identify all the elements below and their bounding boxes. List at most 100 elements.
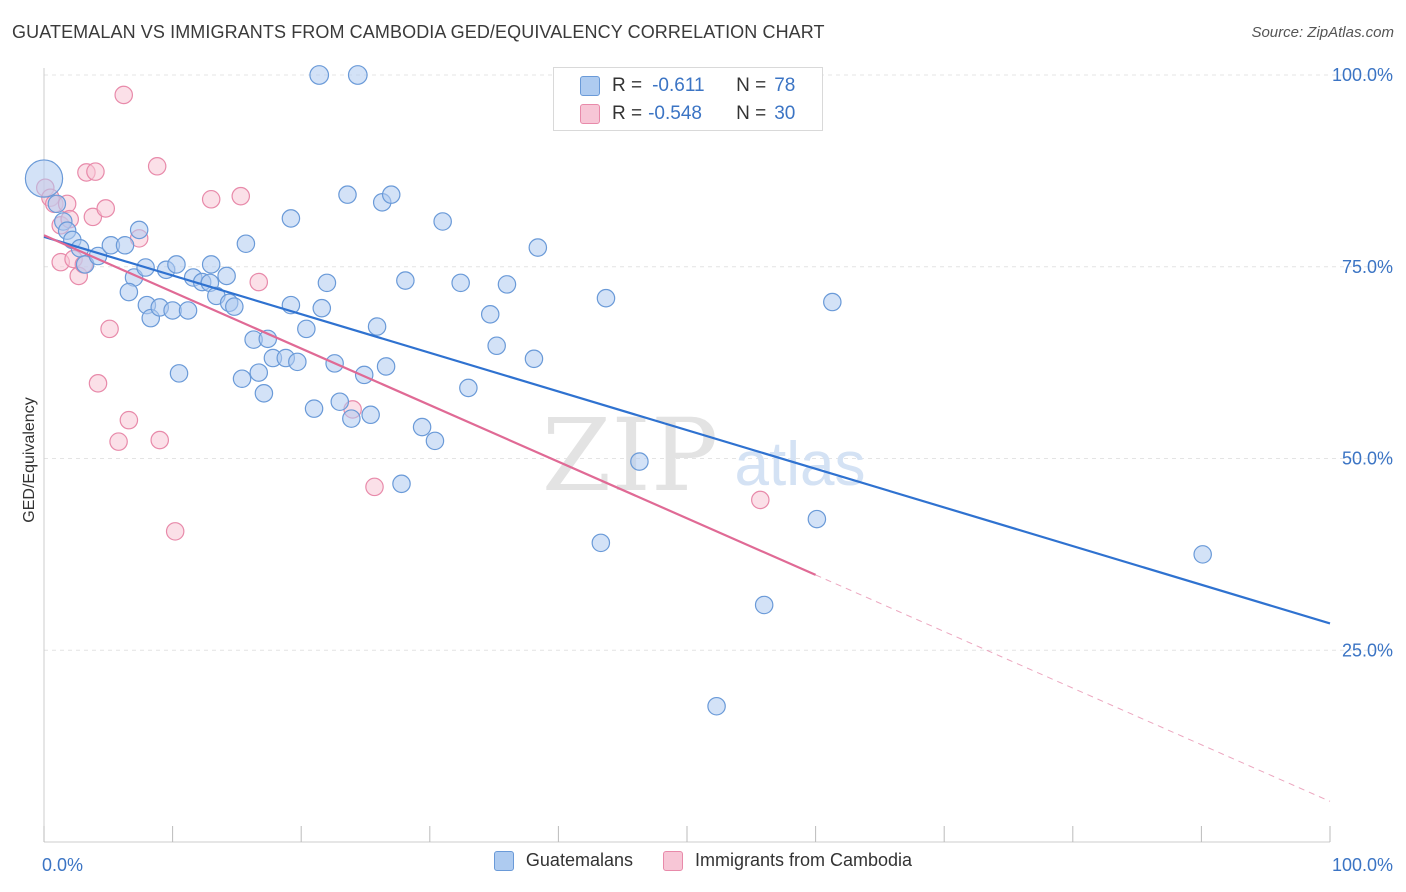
grid-lines: [44, 74, 1392, 651]
guatemalan-point: [823, 292, 842, 312]
guatemalan-point: [309, 65, 330, 85]
guatemalans-swatch: [493, 850, 514, 871]
guatemalan-point: [317, 273, 337, 293]
guatemalans-label: Guatemalans: [525, 850, 633, 870]
y-axis-label: GED/Equivalency: [21, 397, 38, 523]
guatemalan-point: [412, 417, 432, 437]
guatemalan-point: [236, 234, 256, 254]
cambodia-point: [165, 522, 185, 541]
guatemalan-point: [249, 363, 269, 382]
cambodia-point: [119, 410, 139, 430]
guatemalan-point: [480, 305, 500, 324]
cambodia-point: [114, 85, 134, 105]
tick-labels: 25.0% 50.0% 75.0% 100.0% 0.0% 100.0%: [42, 65, 1393, 875]
legend-item-cambodia[interactable]: Immigrants from Cambodia: [662, 850, 913, 871]
guatemalan-point: [178, 301, 198, 320]
guatemalan-point: [297, 319, 316, 339]
guatemalan-points: [24, 65, 1212, 716]
legend-n-label: N =: [736, 75, 767, 96]
source-label: Source: ZipAtlas.com: [1251, 24, 1394, 41]
guatemalan-point: [312, 298, 332, 318]
legend-r-label: R =: [612, 75, 643, 96]
guatemalan-point: [115, 235, 135, 255]
cambodia-point: [150, 430, 170, 450]
guatemalan-point: [167, 255, 186, 274]
guatemalan-point: [433, 212, 452, 231]
cambodia-point: [201, 189, 221, 209]
guatemalan-point: [376, 357, 396, 376]
x-tick-label: 100.0%: [1332, 855, 1393, 875]
legend-swatch-blue: [580, 76, 600, 96]
guatemalan-point: [528, 238, 548, 257]
guatemalan-point: [524, 349, 544, 369]
guatemalan-point: [304, 399, 324, 418]
guatemalan-point: [75, 255, 95, 274]
guatemalan-point: [392, 474, 411, 494]
cambodia-swatch: [662, 850, 683, 871]
guatemalan-point: [201, 255, 221, 274]
legend-r-value: -0.611: [652, 75, 705, 96]
y-tick-label: 75.0%: [1342, 257, 1393, 277]
guatemalan-point: [591, 533, 611, 553]
cambodia-point: [100, 319, 119, 339]
cambodia-label: Immigrants from Cambodia: [694, 850, 913, 870]
guatemalan-point: [354, 365, 374, 385]
guatemalan-point: [129, 220, 149, 240]
legend-row-guatemalans: R = -0.611 N = 78: [554, 73, 795, 99]
legend-swatch-pink: [580, 104, 600, 124]
guatemalan-point: [1193, 545, 1212, 564]
legend-item-guatemalans[interactable]: Guatemalans: [493, 850, 633, 871]
cambodia-point: [365, 477, 384, 497]
legend-n-value: 78: [774, 75, 796, 96]
guatemalan-point: [596, 288, 616, 308]
y-tick-label: 100.0%: [1332, 65, 1393, 85]
guatemalan-point: [630, 452, 649, 471]
legend-r-value: -0.548: [648, 103, 702, 124]
guatemalan-point: [451, 273, 470, 293]
guatemalan-point: [367, 317, 387, 336]
guatemalan-point: [254, 384, 274, 403]
guatemalan-point: [225, 297, 244, 316]
series-legend: Guatemalans Immigrants from Cambodia: [0, 850, 1406, 871]
legend-r-label: R =: [612, 103, 643, 124]
guatemalan-point: [119, 282, 139, 302]
x-tick-label: 0.0%: [42, 855, 83, 875]
watermark-zip: ZIP: [542, 397, 718, 514]
cambodia-trend-line: [43, 234, 817, 576]
guatemalan-trend-line: [43, 235, 1331, 625]
legend-row-cambodia: R = -0.548 N = 30: [554, 101, 795, 127]
guatemalan-point: [342, 409, 361, 428]
cambodia-point: [147, 156, 167, 176]
guatemalan-point: [361, 405, 380, 425]
guatemalan-point: [707, 696, 726, 716]
guatemalan-point: [807, 509, 827, 529]
correlation-legend: R = -0.611 N = 78 R = -0.548 N = 30: [553, 67, 823, 131]
cambodia-point: [96, 199, 116, 218]
guatemalan-point: [330, 392, 350, 412]
cambodia-point: [249, 272, 269, 292]
cambodia-point: [109, 432, 128, 451]
legend-n-label: N =: [736, 103, 767, 124]
guatemalan-point: [338, 185, 357, 204]
trend-lines: [43, 234, 1331, 802]
guatemalan-point: [347, 65, 368, 85]
cambodia-trend-line-extension: [815, 574, 1331, 802]
guatemalan-point: [163, 301, 182, 320]
chart-title: GUATEMALAN VS IMMIGRANTS FROM CAMBODIA G…: [12, 22, 825, 42]
guatemalan-point: [425, 431, 445, 451]
guatemalan-point: [487, 336, 506, 356]
y-tick-label: 25.0%: [1342, 640, 1393, 660]
y-tick-label: 50.0%: [1342, 449, 1393, 469]
cambodia-point: [751, 490, 770, 510]
guatemalan-point: [497, 275, 517, 294]
legend-n-value: 30: [774, 103, 796, 124]
cambodia-point: [83, 207, 103, 227]
guatemalan-point: [24, 159, 64, 198]
cambodia-point: [88, 374, 108, 393]
guatemalan-point: [288, 352, 307, 372]
guatemalan-point: [381, 185, 401, 204]
guatemalan-point: [169, 364, 189, 383]
cambodia-point: [86, 162, 105, 181]
guatemalan-point: [232, 369, 252, 389]
